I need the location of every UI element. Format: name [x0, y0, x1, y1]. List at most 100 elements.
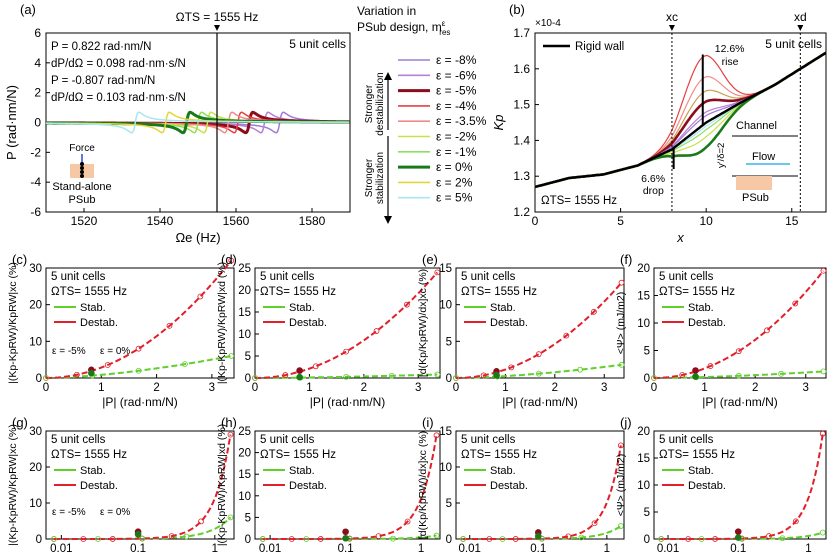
series-curve — [534, 52, 827, 188]
y-tick-label: 5 — [446, 498, 452, 510]
x-tick-label: 0 — [43, 382, 49, 394]
destab-marker — [820, 267, 827, 274]
y-axis-label: |(Kp-KpRW)/KpRW|xd (%) — [216, 424, 228, 546]
x-axis-label: |P| (rad·nm/N) — [702, 395, 778, 409]
destab-label: Stronger — [364, 84, 375, 123]
legend-stab: Stab. — [80, 302, 106, 314]
stab-marker — [228, 353, 235, 359]
destab-marker — [591, 308, 597, 315]
y-tick-label: 0 — [644, 534, 650, 546]
legend-title: PSub design, mε res — [357, 19, 450, 37]
destab-marker — [792, 518, 799, 525]
x-tick-label: 1 — [212, 543, 218, 555]
omega-text: ΩTS= 1555 Hz — [260, 286, 336, 298]
y-tick-label: 15 — [637, 453, 650, 465]
y-tick-label: 1.4 — [513, 133, 530, 147]
x-tick-label: 0 — [532, 214, 539, 228]
y-tick-label: 5 — [446, 336, 452, 348]
x-axis-label: x — [676, 230, 684, 245]
stab-marker — [453, 375, 459, 381]
inset-caption: PSub — [69, 194, 96, 206]
y-tick-label: 30 — [29, 426, 42, 438]
destab-arrowhead — [384, 72, 392, 80]
destab-marker — [282, 372, 289, 378]
panel-label: (d) — [221, 252, 237, 267]
destab-marker — [135, 345, 142, 352]
destab-marker — [168, 533, 175, 539]
stab-marker — [658, 536, 665, 542]
panel-h: 0 5 10 15 20 25 0.01 0.1 1 5 unit cells ΩTS= 1555 … — [216, 415, 441, 557]
panel-label: (b) — [509, 2, 525, 17]
y-axis-label: <Ψ> (mJ/m2) — [615, 454, 627, 516]
legend-entry: ε = 5% — [436, 191, 473, 205]
drop-text: drop — [643, 185, 664, 197]
y-tick-label: 5 — [644, 507, 650, 519]
eps-zero-point — [692, 373, 699, 380]
corner-text: 5 unit cells — [659, 434, 714, 446]
y-tick-label: 10 — [637, 480, 650, 492]
y-tick-label: 15 — [238, 307, 251, 319]
x-tick-label: 1540 — [147, 214, 174, 228]
xd-label: xd — [794, 10, 807, 24]
destab-marker — [819, 430, 826, 437]
y-tick-label: 10 — [238, 491, 251, 503]
legend-destab: Destab. — [688, 317, 726, 329]
corner-text: 5 unit cells — [461, 271, 516, 283]
annotation: P = -0.807 rad·nm/N — [51, 75, 155, 87]
x-tick-label: 0.1 — [338, 543, 354, 555]
eps-neg-point — [734, 528, 742, 535]
eps-neg-point — [296, 367, 303, 374]
eps-neg-label: ε = -5% — [52, 346, 86, 357]
destab-marker — [618, 279, 625, 286]
inset-force-label: Force — [69, 143, 95, 154]
x-axis-label: Ωe (Hz) — [175, 230, 220, 245]
inset-caption: Stand-alone — [52, 181, 111, 193]
panel-label: (a) — [20, 2, 36, 17]
y-tick-label: 5 — [644, 346, 650, 358]
omega-text: ΩTS= 1555 Hz — [659, 449, 735, 461]
y-tick-label: 15 — [238, 469, 251, 481]
y-tick-label: 0 — [245, 534, 251, 546]
x-tick-label: 2 — [552, 382, 558, 394]
stab-marker — [259, 536, 266, 542]
annotation: dP/dΩ = 0.098 rad·nm·s/N — [51, 58, 186, 70]
eps-neg-point — [342, 528, 349, 536]
stab-label: stabilization — [375, 152, 386, 204]
destab-marker — [735, 348, 742, 355]
x-axis-label: |P| (rad·nm/N) — [502, 395, 578, 409]
legend-entry: ε = -3.5% — [436, 114, 487, 128]
destab-curve — [46, 260, 232, 379]
x-tick-label: 5 — [617, 214, 624, 228]
eps-zero-point — [296, 373, 303, 381]
legend-entry: ε = -6% — [436, 68, 477, 82]
y-tick-label: 0 — [446, 534, 452, 546]
panel-label: (f) — [620, 252, 632, 267]
destab-marker — [480, 372, 487, 379]
legend-title-sup: ε — [442, 19, 446, 28]
y-tick-label: 4 — [34, 56, 41, 70]
legend-title: Variation in — [357, 4, 416, 18]
corner-text: 5 unit cells — [765, 37, 822, 51]
inset-substrate — [736, 176, 772, 190]
stab-marker — [535, 370, 542, 377]
panel-d: 0 5 10 15 20 25 0 1 2 3 5 unit cells ΩTS= 1555 Hz St… — [216, 252, 441, 409]
y-axis-label: |(Kp-KpRW)/KpRW|xc (%) — [7, 424, 19, 546]
y-tick-label: -6 — [30, 205, 41, 219]
stab-marker — [618, 361, 625, 368]
eps-zero-point — [734, 534, 742, 541]
x-tick-label: 0.01 — [50, 543, 72, 555]
x-tick-label: 3 — [209, 382, 215, 394]
y-axis-label: [d(Kp/KpRW)/dx]xc (%) — [417, 431, 429, 539]
omega-text: ΩTS= 1555 Hz — [659, 286, 735, 298]
destab-marker — [565, 533, 572, 540]
y-tick-label: 30 — [29, 263, 42, 275]
panel-a: 1520 1540 1560 1580 -6 -4 -2 0 2 4 6 ΩTS = 1555 Hz (… — [4, 2, 351, 245]
stab-marker — [43, 375, 49, 381]
stab-label: Stronger — [364, 158, 375, 197]
destab-curve — [463, 445, 622, 540]
omega-text: ΩTS= 1555 Hz — [461, 449, 537, 461]
y-tick-label: 2 — [34, 86, 41, 100]
stab-curve — [463, 525, 622, 540]
y-axis-label: |(Kp-KpRW)/KpRW|xc (%) — [7, 262, 19, 384]
destab-marker — [591, 520, 598, 527]
